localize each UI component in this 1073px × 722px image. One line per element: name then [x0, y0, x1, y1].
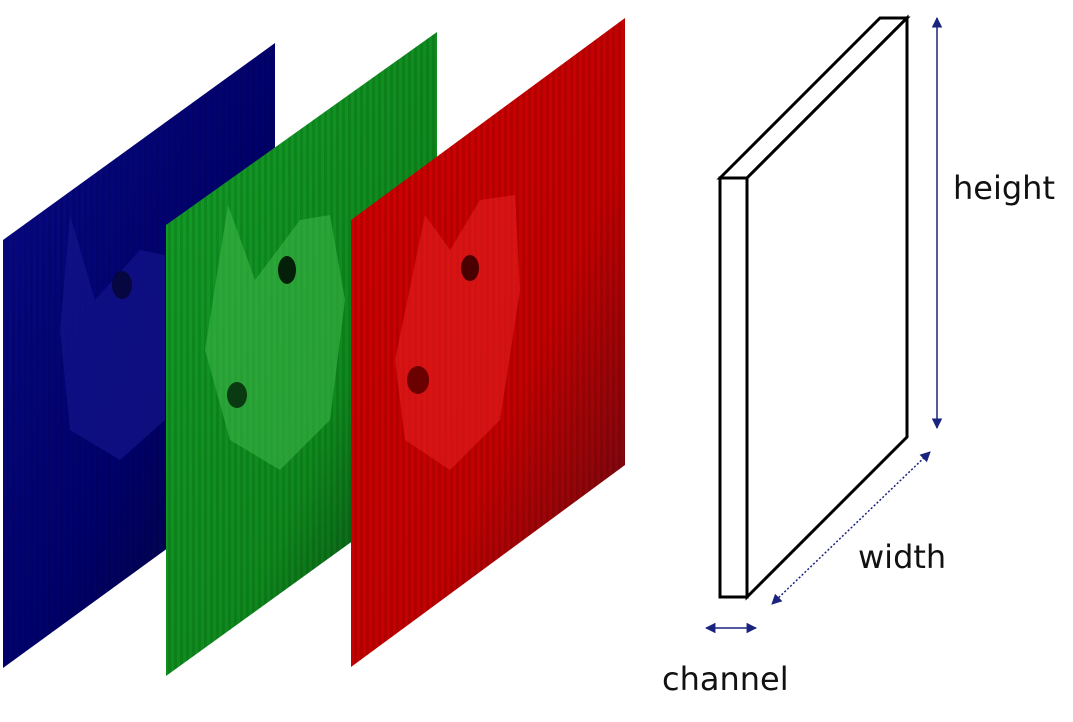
width-arrow: [771, 451, 931, 605]
tensor-slab: [716, 14, 911, 601]
tensor-front-face: [745, 14, 909, 601]
red-channel-plane: [351, 18, 625, 667]
height-label: height: [953, 169, 1055, 207]
width-label: width: [858, 538, 946, 576]
channel-label: channel: [662, 660, 789, 698]
tensor-side-face: [718, 176, 749, 599]
